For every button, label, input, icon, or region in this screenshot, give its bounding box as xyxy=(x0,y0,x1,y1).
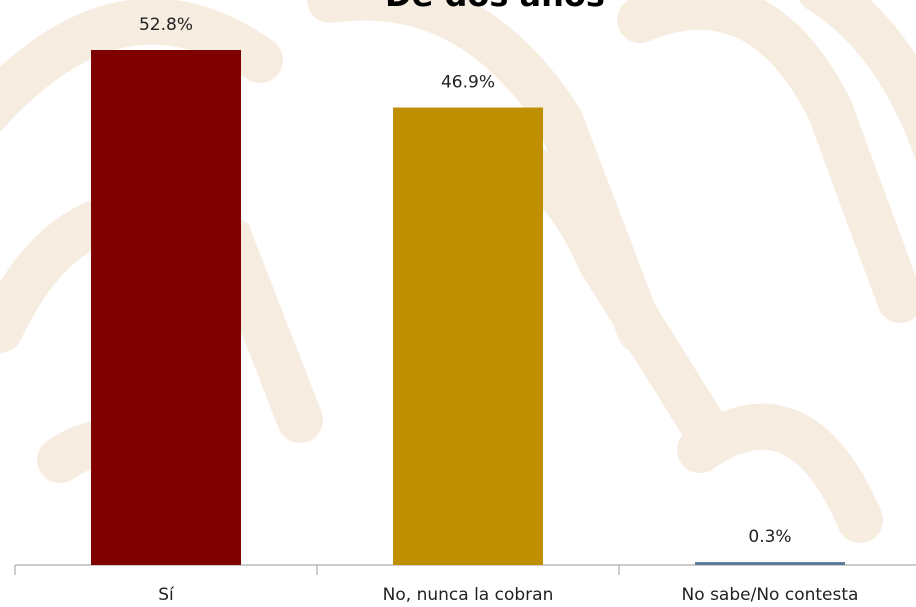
chart-title: De dos años xyxy=(385,0,605,14)
x-tick-label: No sabe/No contesta xyxy=(682,585,859,605)
x-tick-label: Sí xyxy=(158,585,175,605)
bar xyxy=(393,107,543,565)
x-tick-label: No, nunca la cobran xyxy=(383,585,554,605)
bar xyxy=(91,50,241,565)
value-label: 46.9% xyxy=(441,73,495,93)
value-label: 52.8% xyxy=(139,15,193,35)
bar xyxy=(695,562,845,565)
value-label: 0.3% xyxy=(748,527,791,547)
